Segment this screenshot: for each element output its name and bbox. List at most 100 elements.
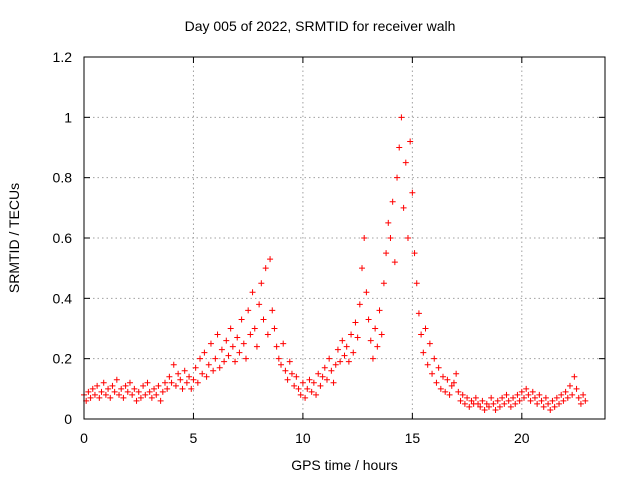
data-point bbox=[380, 280, 387, 287]
data-point bbox=[267, 256, 274, 263]
data-point bbox=[321, 364, 328, 371]
data-point bbox=[207, 340, 214, 347]
data-point bbox=[286, 358, 293, 365]
data-point bbox=[365, 316, 372, 323]
data-point bbox=[352, 319, 359, 326]
data-point bbox=[118, 385, 125, 392]
y-tick-label: 0 bbox=[64, 411, 72, 427]
data-point bbox=[153, 391, 160, 398]
data-point bbox=[262, 265, 269, 272]
data-point bbox=[229, 343, 236, 350]
data-point bbox=[177, 376, 184, 383]
data-point bbox=[264, 331, 271, 338]
data-point bbox=[225, 352, 232, 359]
x-axis-label: GPS time / hours bbox=[291, 457, 398, 473]
x-tick-label: 0 bbox=[80, 430, 88, 446]
data-point bbox=[330, 379, 337, 386]
data-point bbox=[396, 144, 403, 151]
data-point bbox=[273, 343, 280, 350]
data-point bbox=[334, 346, 341, 353]
data-point bbox=[385, 219, 392, 226]
x-tick-label: 5 bbox=[190, 430, 198, 446]
data-point bbox=[310, 379, 317, 386]
data-point bbox=[459, 391, 466, 398]
data-point bbox=[483, 400, 490, 407]
data-point bbox=[547, 406, 554, 413]
data-point bbox=[424, 361, 431, 368]
data-point bbox=[210, 367, 217, 374]
data-point bbox=[313, 391, 320, 398]
data-point bbox=[304, 385, 311, 392]
data-point bbox=[113, 376, 120, 383]
data-point bbox=[323, 376, 330, 383]
x-tick-label: 20 bbox=[514, 430, 530, 446]
data-point bbox=[457, 397, 464, 404]
data-point bbox=[383, 250, 390, 257]
data-point bbox=[212, 355, 219, 362]
data-point bbox=[326, 355, 333, 362]
data-point bbox=[201, 349, 208, 356]
data-point bbox=[197, 355, 204, 362]
data-point bbox=[562, 388, 569, 395]
x-tick-label: 15 bbox=[405, 430, 421, 446]
data-point bbox=[251, 325, 258, 332]
data-point bbox=[299, 379, 306, 386]
data-point bbox=[481, 406, 488, 413]
data-point bbox=[155, 382, 162, 389]
data-point bbox=[135, 388, 142, 395]
data-point bbox=[575, 394, 582, 401]
data-point bbox=[464, 394, 471, 401]
data-point bbox=[444, 376, 451, 383]
data-point bbox=[404, 235, 411, 241]
data-point bbox=[468, 397, 475, 404]
data-point bbox=[426, 340, 433, 347]
data-point bbox=[278, 361, 285, 368]
data-point bbox=[85, 388, 92, 395]
data-point bbox=[477, 403, 484, 410]
data-point bbox=[394, 174, 401, 181]
data-point bbox=[339, 337, 346, 344]
data-point bbox=[186, 373, 193, 380]
data-point bbox=[369, 355, 376, 362]
data-point bbox=[442, 388, 449, 395]
data-point bbox=[418, 331, 425, 338]
data-point bbox=[247, 331, 254, 338]
data-point bbox=[107, 394, 114, 401]
data-point bbox=[510, 394, 517, 401]
data-point bbox=[577, 400, 584, 407]
data-point bbox=[407, 138, 414, 145]
data-point bbox=[389, 198, 396, 205]
data-point bbox=[367, 337, 374, 344]
data-point bbox=[582, 397, 589, 404]
data-point bbox=[512, 400, 519, 407]
data-point bbox=[440, 373, 447, 380]
data-point bbox=[142, 391, 149, 398]
data-point bbox=[223, 337, 230, 344]
data-point bbox=[282, 367, 289, 374]
data-point bbox=[319, 373, 326, 380]
data-point bbox=[164, 385, 171, 392]
data-point bbox=[435, 364, 442, 371]
data-point bbox=[234, 334, 241, 341]
data-point bbox=[249, 289, 256, 296]
data-point bbox=[133, 397, 140, 404]
y-tick-label: 0.6 bbox=[53, 230, 73, 246]
data-point bbox=[341, 352, 348, 359]
data-point bbox=[271, 325, 278, 332]
data-point bbox=[159, 388, 166, 395]
data-point bbox=[437, 385, 444, 392]
data-point bbox=[188, 385, 195, 392]
data-point bbox=[536, 391, 543, 398]
data-point bbox=[479, 397, 486, 404]
data-point bbox=[306, 376, 313, 383]
data-point bbox=[280, 340, 287, 347]
data-point bbox=[151, 385, 158, 392]
data-point bbox=[275, 355, 282, 362]
data-point bbox=[157, 397, 164, 404]
data-point bbox=[137, 394, 144, 401]
data-point bbox=[126, 379, 133, 386]
data-point bbox=[545, 400, 552, 407]
data-point bbox=[529, 388, 536, 395]
data-point bbox=[461, 400, 468, 407]
